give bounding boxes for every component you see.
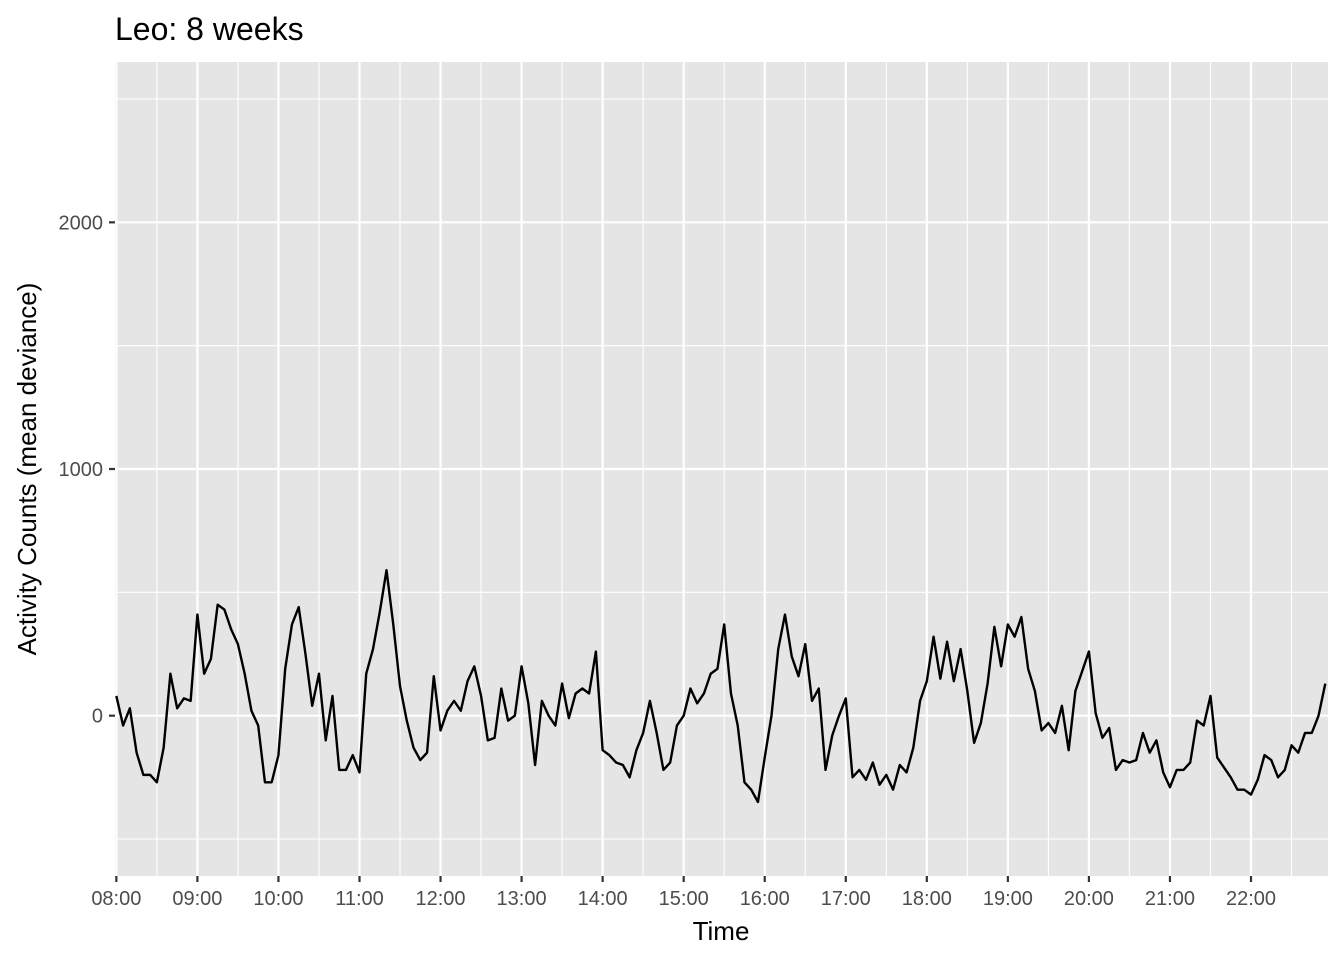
x-tick-label: 22:00 (1226, 888, 1276, 910)
x-tick-label: 15:00 (659, 888, 709, 910)
x-tick-label: 08:00 (91, 888, 141, 910)
y-tick-label: 0 (92, 706, 103, 728)
x-tick-label: 14:00 (578, 888, 628, 910)
x-axis-title: Time (693, 916, 750, 946)
x-tick-label: 09:00 (172, 888, 222, 910)
x-tick-label: 17:00 (821, 888, 871, 910)
grid-major (115, 62, 1328, 876)
x-tick-label: 11:00 (335, 888, 384, 910)
chart-title: Leo: 8 weeks (115, 11, 304, 47)
x-tick-label: 12:00 (416, 888, 466, 910)
y-tick-label: 2000 (59, 212, 104, 234)
x-tick-label: 18:00 (902, 888, 952, 910)
x-tick-label: 20:00 (1064, 888, 1114, 910)
x-axis: 08:00 09:00 10:00 11:00 12:00 13:00 14:00 15:00… (91, 876, 1276, 910)
y-axis-title: Activity Counts (mean deviance) (12, 283, 42, 656)
series-line (115, 568, 1327, 804)
x-tick-label: 16:00 (740, 888, 790, 910)
x-tick-label: 21:00 (1145, 888, 1195, 910)
y-axis: 0 1000 2000 (59, 212, 115, 728)
y-tick-label: 1000 (59, 459, 104, 481)
x-tick-label: 10:00 (253, 888, 303, 910)
x-tick-label: 13:00 (497, 888, 547, 910)
x-tick-label: 19:00 (983, 888, 1033, 910)
